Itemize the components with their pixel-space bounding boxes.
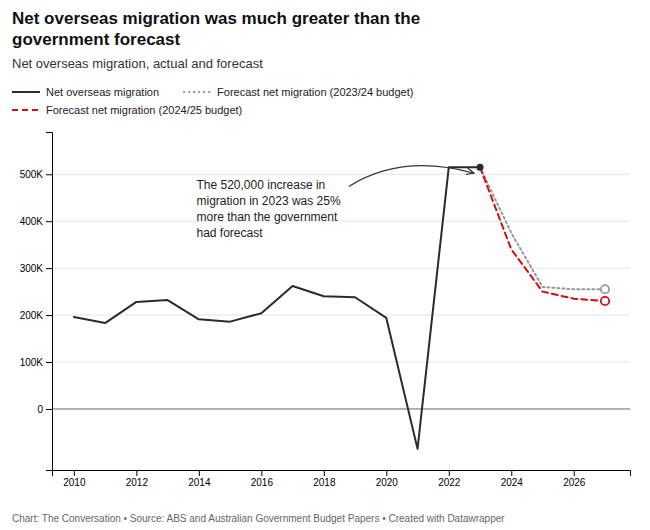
tick-label: 2022 [438,477,461,488]
legend-label: Forecast net migration (2024/25 budget) [46,104,242,116]
tick-label: 200K [20,310,44,321]
tick-label: 2018 [313,477,336,488]
tick-mark [261,470,262,476]
annotation-line: The 520,000 increase in [197,178,326,192]
axis-line [46,133,53,471]
y-axis: 0 100K 200K 300K 400K 500K [20,133,53,471]
tick-label: 2016 [251,477,274,488]
tick-mark [46,362,52,363]
legend-item: Forecast net migration (2023/24 budget) [183,86,413,98]
legend: Net overseas migration Forecast net migra… [12,86,413,116]
tick-label: 2010 [63,477,86,488]
zero-line [52,408,630,409]
y-tick: 200K [20,310,52,321]
annotation-line: migration in 2023 was 25% [197,194,341,208]
x-tick: 2022 [438,470,461,488]
x-tick: 2020 [376,470,399,488]
annotation-line: more than the government [197,210,338,224]
marks [74,164,609,449]
point-marker [601,297,609,305]
tick-label: 2026 [563,477,586,488]
tick-label: 2024 [501,477,524,488]
tick-label: 400K [20,216,44,227]
tick-mark [46,409,52,410]
tick-label: 2020 [376,477,399,488]
axis-line [53,471,631,477]
legend-swatch [12,91,40,93]
y-tick: 100K [20,357,52,368]
series-line [480,167,605,289]
legend-item: Forecast net migration (2024/25 budget) [12,104,242,116]
legend-label: Net overseas migration [46,86,159,98]
y-tick: 400K [20,216,52,227]
x-tick: 2026 [563,470,586,488]
grid-line [52,362,630,363]
legend-item: Net overseas migration [12,86,159,98]
legend-swatch [183,91,211,93]
plot: 2010 2012 2014 2016 2018 2020 2022 2024 2026 0 100… [20,133,631,489]
tick-mark [386,470,387,476]
tick-label: 300K [20,263,44,274]
annotation-arrow [349,166,474,187]
grid-line [52,174,630,175]
grid-line [52,315,630,316]
x-tick: 2010 [63,470,86,488]
subtitle: Net overseas migration, actual and forec… [12,56,263,71]
x-tick: 2016 [251,470,274,488]
tick-mark [74,470,75,476]
series-line [74,167,480,449]
x-tick: 2018 [313,470,336,488]
y-tick: 500K [20,169,52,180]
tick-label: 0 [37,404,43,415]
tick-label: 2014 [188,477,211,488]
tick-mark [46,268,52,269]
tick-mark [199,470,200,476]
footer: Chart: The Conversation • Source: ABS an… [12,513,505,524]
x-tick: 2014 [188,470,211,488]
tick-mark [574,470,575,476]
point-marker [601,285,609,293]
x-tick: 2012 [126,470,149,488]
y-tick: 0 [37,404,52,415]
tick-mark [324,470,325,476]
chart: Net overseas migration was much greater … [0,0,650,530]
annotation: The 520,000 increase in migration in 2023… [197,178,341,240]
tick-label: 2012 [126,477,149,488]
tick-mark [46,174,52,175]
tick-mark [46,315,52,316]
tick-mark [511,470,512,476]
tick-mark [46,221,52,222]
tick-label: 500K [20,169,44,180]
legend-label: Forecast net migration (2023/24 budget) [217,86,413,98]
legend-swatch [12,109,40,111]
annotation-line: had forecast [197,226,264,240]
title: Net overseas migration was much greater … [12,9,420,28]
grid-line [52,268,630,269]
x-axis: 2010 2012 2014 2016 2018 2020 2022 2024 2026 [53,470,631,488]
y-tick: 300K [20,263,52,274]
series-line [480,167,605,301]
tick-mark [449,470,450,476]
title: government forecast [12,30,180,49]
tick-mark [136,470,137,476]
point-marker [477,164,484,171]
x-tick: 2024 [501,470,524,488]
tick-label: 100K [20,357,44,368]
grid-line [52,221,630,222]
